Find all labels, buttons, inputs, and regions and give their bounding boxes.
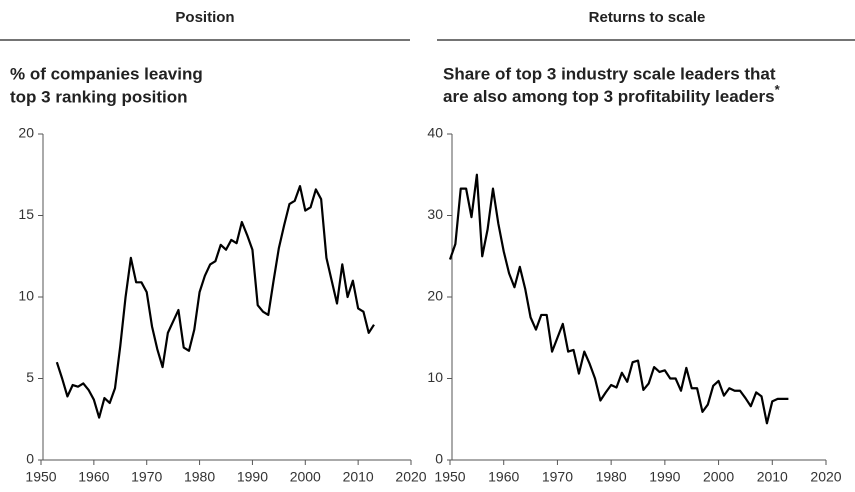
y-tick-label: 0 xyxy=(26,451,34,467)
x-tick-label: 2000 xyxy=(703,469,734,485)
panel-header: Position xyxy=(175,9,234,26)
panel-header: Returns to scale xyxy=(589,9,706,26)
y-tick-label: 15 xyxy=(18,206,34,222)
y-tick-label: 20 xyxy=(427,288,443,304)
subtitle: are also among top 3 profitability leade… xyxy=(443,82,781,106)
x-tick-label: 1970 xyxy=(131,469,162,485)
data-line xyxy=(55,185,375,419)
y-tick-label: 5 xyxy=(26,369,34,385)
y-tick-label: 10 xyxy=(18,288,34,304)
y-tick-label: 40 xyxy=(427,125,443,141)
y-tick-label: 10 xyxy=(427,369,443,385)
x-tick-label: 1960 xyxy=(488,469,519,485)
x-tick-label: 2020 xyxy=(395,469,426,485)
x-tick-label: 1970 xyxy=(542,469,573,485)
x-tick-label: 1980 xyxy=(184,469,215,485)
footnote-marker: * xyxy=(775,82,781,97)
y-tick-label: 20 xyxy=(18,125,34,141)
subtitle-text: are also among top 3 profitability leade… xyxy=(443,87,775,106)
x-tick-label: 1960 xyxy=(78,469,109,485)
x-tick-label: 1980 xyxy=(596,469,627,485)
x-tick-label: 2010 xyxy=(757,469,788,485)
data-line xyxy=(448,173,789,425)
subtitle: % of companies leaving xyxy=(10,64,203,83)
x-tick-label: 2000 xyxy=(290,469,321,485)
x-tick-label: 2020 xyxy=(810,469,841,485)
x-tick-label: 1990 xyxy=(237,469,268,485)
x-tick-label: 1950 xyxy=(25,469,56,485)
y-tick-label: 30 xyxy=(427,206,443,222)
subtitle: top 3 ranking position xyxy=(10,87,188,106)
x-tick-label: 2010 xyxy=(343,469,374,485)
x-tick-label: 1990 xyxy=(649,469,680,485)
y-tick-label: 0 xyxy=(435,451,443,467)
subtitle: Share of top 3 industry scale leaders th… xyxy=(443,64,776,83)
x-tick-label: 1950 xyxy=(434,469,465,485)
